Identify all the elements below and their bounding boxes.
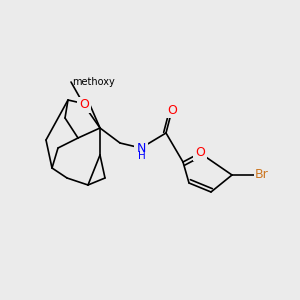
Text: H: H: [138, 151, 146, 160]
Text: N: N: [136, 142, 146, 154]
Text: O: O: [79, 98, 89, 112]
Text: methoxy: methoxy: [73, 77, 115, 87]
Text: O: O: [80, 98, 88, 112]
Text: O: O: [195, 146, 205, 160]
Text: O: O: [167, 103, 177, 116]
Text: Br: Br: [255, 169, 269, 182]
